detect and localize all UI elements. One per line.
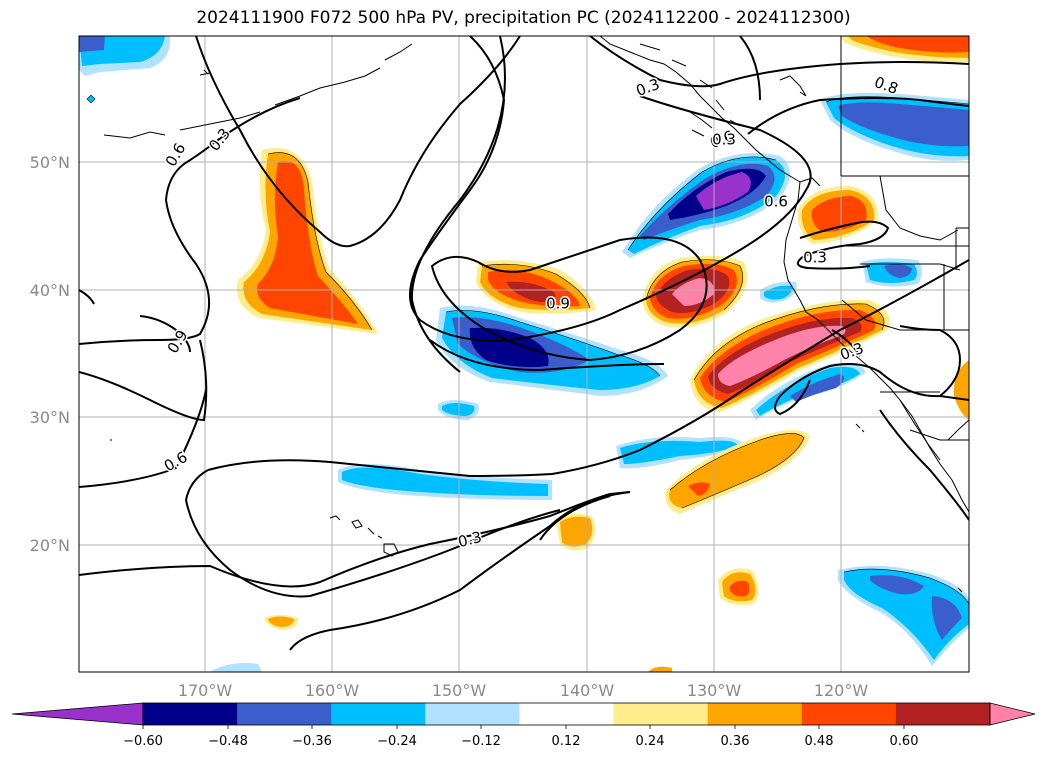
colorbar-tick-label: −0.36: [292, 734, 332, 749]
colorbar-block: [425, 703, 520, 725]
colorbar-tick-label: −0.60: [123, 734, 163, 749]
colorbar-ticks: −0.60 −0.48 −0.36 −0.24 −0.12 0.12 0.24 0.36 0.4…: [123, 725, 918, 749]
map-title: 2024111900 F072 500 hPa PV, precipitatio…: [196, 8, 851, 28]
contour-label: 0.9: [546, 295, 570, 313]
lon-label-130w: 130°W: [687, 681, 742, 700]
contour-label: 0.3: [712, 131, 736, 149]
colorbar-block: [143, 703, 238, 725]
colorbar-tick-label: −0.12: [461, 734, 501, 749]
colorbar-block: [895, 703, 991, 725]
lat-label-40n: 40°N: [30, 281, 70, 300]
lon-label-150w: 150°W: [432, 681, 487, 700]
longitude-labels: 170°W 160°W 150°W 140°W 130°W 120°W: [178, 681, 869, 700]
lat-label-50n: 50°N: [30, 153, 70, 172]
lon-label-160w: 160°W: [305, 681, 360, 700]
colorbar-frame: [142, 702, 991, 726]
pv-contours: [79, 36, 969, 651]
colorbar-tick-label: −0.48: [208, 734, 248, 749]
colorbar-block: [613, 703, 709, 725]
colorbar-tick-label: 0.36: [721, 734, 750, 749]
precip-outlines: [267, 96, 969, 605]
latitude-labels: 50°N 40°N 30°N 20°N: [30, 153, 70, 555]
colorbar-tick-label: 0.48: [805, 734, 834, 749]
colorbar-tick-label: 0.60: [890, 734, 919, 749]
contour-label: 0.6: [764, 193, 788, 211]
lon-label-120w: 120°W: [814, 681, 869, 700]
colorbar-extend-low: [11, 702, 144, 726]
colorbar-block: [707, 703, 803, 725]
colorbar-block: [519, 703, 615, 725]
colorbar-tick-label: −0.24: [377, 734, 417, 749]
colorbar-tick-label: 0.12: [552, 734, 581, 749]
colorbar: −0.60 −0.48 −0.36 −0.24 −0.12 0.12 0.24 0.36 0.4…: [11, 702, 1036, 749]
colorbar-block: [237, 703, 332, 725]
colorbar-tick-label: 0.24: [636, 734, 665, 749]
coastlines: [103, 36, 969, 593]
lon-label-140w: 140°W: [560, 681, 615, 700]
lat-label-30n: 30°N: [30, 408, 70, 427]
colorbar-blocks: [11, 702, 1036, 726]
map-frame: [78, 35, 970, 673]
colorbar-block: [331, 703, 426, 725]
lat-label-20n: 20°N: [30, 536, 70, 555]
colorbar-block: [801, 703, 897, 725]
lon-label-170w: 170°W: [178, 681, 233, 700]
contour-label: 0.3: [803, 249, 827, 267]
precip-shading: [79, 36, 969, 672]
colorbar-extend-high: [989, 702, 1036, 726]
